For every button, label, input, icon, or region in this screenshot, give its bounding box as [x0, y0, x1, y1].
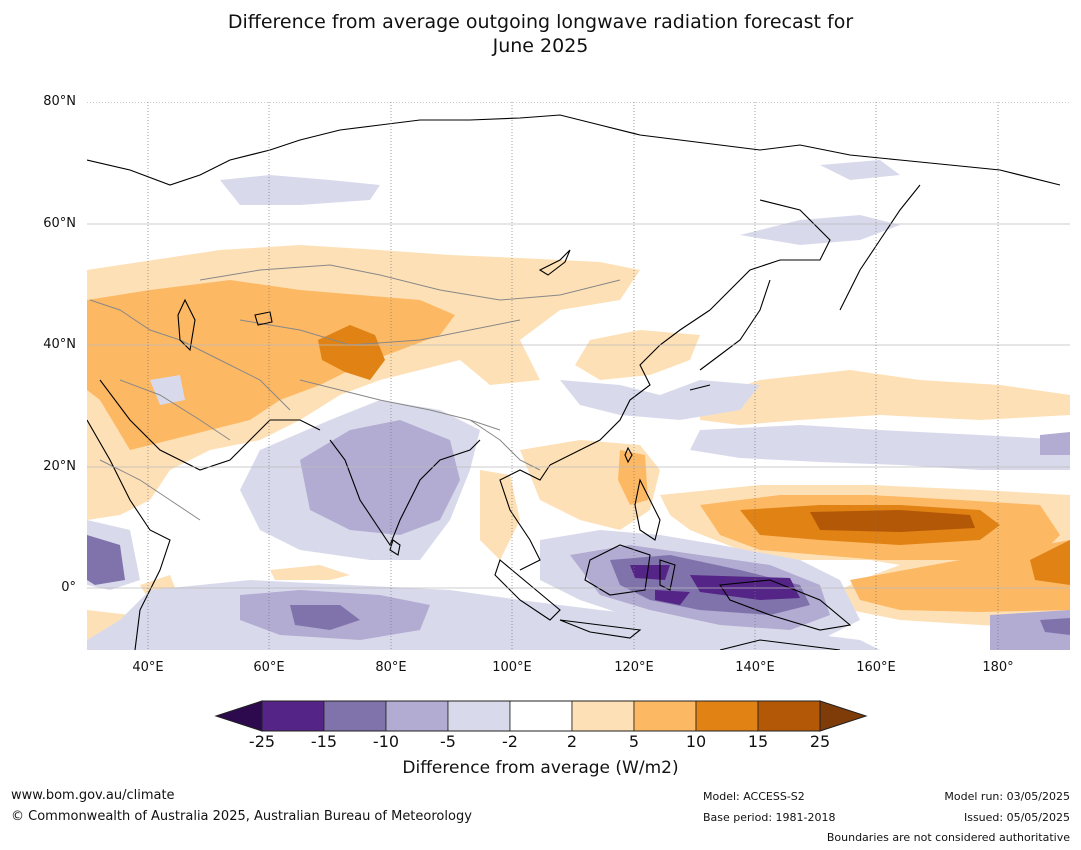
- lon-label-80e: 80°E: [375, 660, 407, 675]
- anomaly-field: [87, 102, 1070, 650]
- colorbar-segment: [757, 700, 821, 732]
- positive-anomaly-regions: [87, 245, 1070, 650]
- colorbar-segment: [509, 700, 573, 732]
- colorbar-tick: -2: [502, 732, 518, 751]
- philippines: [634, 478, 661, 541]
- anomaly-arabia-light: [150, 375, 185, 405]
- japan: [689, 279, 771, 391]
- colorbar-tick: 2: [566, 732, 578, 751]
- country-borders: [89, 264, 621, 521]
- lon-label-120e: 120°E: [614, 660, 654, 675]
- anomaly-scs-medium: [618, 450, 648, 505]
- anomaly-east-asia-light: [700, 370, 1070, 425]
- lake-baikal: [538, 249, 571, 276]
- colorbar-label: Difference from average (W/m2): [402, 758, 679, 778]
- anomaly-north-pacific-light: [820, 160, 900, 180]
- colorbar-segment: [447, 700, 511, 732]
- sumatra: [494, 559, 561, 621]
- sulawesi: [659, 559, 676, 591]
- lon-label-100e: 100°E: [492, 660, 532, 675]
- footer-url[interactable]: www.bom.gov.au/climate: [11, 788, 175, 803]
- colorbar-segment: [695, 700, 759, 732]
- okhotsk-coast: [709, 199, 831, 311]
- footer-issued: Issued: 05/05/2025: [963, 811, 1070, 824]
- colorbar-tick: 5: [628, 732, 640, 751]
- anomaly-himalaya-dark: [318, 325, 385, 380]
- anomaly-africa-medium-neg: [87, 535, 125, 585]
- lon-label-40e: 40°E: [132, 660, 164, 675]
- lat-label-20n: 20°N: [43, 459, 76, 474]
- anomaly-bay-light: [480, 470, 520, 560]
- lon-label-160e: 160°E: [856, 660, 896, 675]
- colorbar-segment: [323, 700, 387, 732]
- colorbar-segment: [633, 700, 697, 732]
- new-guinea: [719, 579, 852, 631]
- footer-model: Model: ACCESS-S2: [703, 790, 805, 803]
- footer-copyright: © Commonwealth of Australia 2025, Austra…: [11, 809, 472, 824]
- anomaly-pacific-brown: [810, 510, 975, 532]
- footer-disclaimer: Boundaries are not considered authoritat…: [826, 831, 1070, 844]
- anomaly-coral-sea-dark: [1040, 618, 1070, 635]
- lon-label-180: 180°: [982, 660, 1014, 675]
- anomaly-date-line-dark: [1030, 540, 1070, 585]
- graticule: [87, 102, 1070, 650]
- anomaly-india-medium: [300, 420, 460, 535]
- footer-base-period: Base period: 1981-2018: [703, 811, 836, 824]
- indochina: [499, 464, 551, 571]
- anomaly-date-line-medium: [850, 540, 1070, 612]
- colorbar-segment: [385, 700, 449, 732]
- colorbar-low-extend: [214, 700, 263, 732]
- anomaly-china-light: [575, 330, 700, 380]
- map-title-line1: Difference from average outgoing longwav…: [227, 11, 854, 33]
- colorbar-tick: 15: [747, 732, 769, 751]
- borneo: [584, 544, 651, 596]
- lat-label-0: 0°: [61, 580, 76, 595]
- colorbar-high-extend: [819, 700, 868, 732]
- java: [559, 619, 642, 639]
- map-title-line2: June 2025: [492, 35, 589, 57]
- colorbar: [214, 700, 868, 732]
- lat-label-40n: 40°N: [43, 337, 76, 352]
- anomaly-siberia-light: [220, 175, 380, 205]
- lon-label-140e: 140°E: [735, 660, 775, 675]
- colorbar-tick: 10: [685, 732, 707, 751]
- kamchatka: [839, 184, 921, 311]
- anomaly-pacific-blob: [1040, 432, 1070, 455]
- negative-anomaly-regions: [87, 160, 1070, 650]
- anomaly-indian-ocean-dark-neg: [290, 605, 360, 630]
- anomaly-indian-ocean-light: [270, 565, 350, 580]
- anomaly-maritime-deep: [630, 565, 800, 605]
- colorbar-tick: 25: [809, 732, 831, 751]
- east-asia-coast: [549, 309, 711, 466]
- arctic-coast: [87, 114, 1061, 186]
- australia-north: [719, 639, 841, 650]
- colorbar-frame: [261, 700, 821, 732]
- colorbar-segment: [261, 700, 325, 732]
- colorbar-segments: [261, 700, 821, 732]
- anomaly-pacific-band-light: [690, 425, 1070, 470]
- arabia-coast: [99, 379, 321, 471]
- colorbar-tick: -10: [372, 732, 400, 751]
- lon-label-60e: 60°E: [253, 660, 285, 675]
- coastlines: [87, 114, 1061, 650]
- colorbar-tick: -15: [310, 732, 338, 751]
- colorbar-tick: -5: [440, 732, 456, 751]
- footer-model-run: Model run: 03/05/2025: [944, 790, 1070, 803]
- colorbar-segment: [571, 700, 635, 732]
- anomaly-east-asia-light-neg: [560, 380, 760, 420]
- colorbar-tick: -25: [248, 732, 276, 751]
- lat-label-80n: 80°N: [43, 94, 76, 109]
- taiwan: [624, 446, 633, 464]
- india-coast: [329, 439, 481, 547]
- aral: [254, 311, 273, 326]
- lat-label-60n: 60°N: [43, 216, 76, 231]
